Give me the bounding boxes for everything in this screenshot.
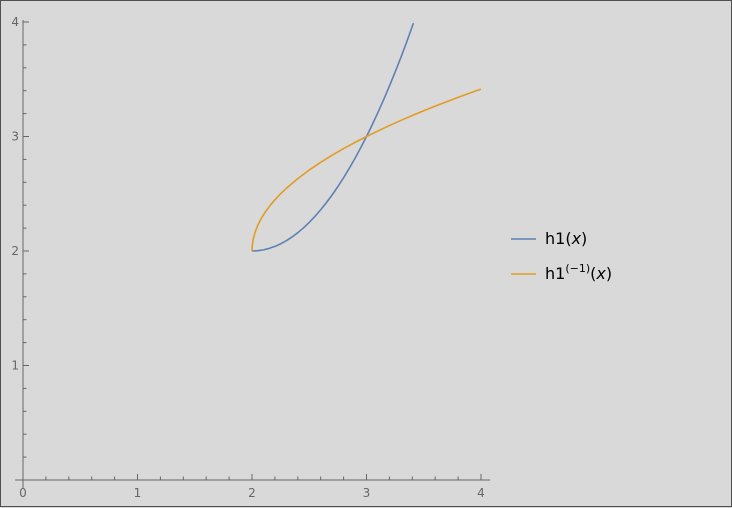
y-tick-label: 1 (11, 359, 19, 373)
plot-area (251, 22, 482, 252)
series-line-1 (251, 22, 415, 252)
series-line-2 (251, 88, 482, 252)
x-tick-label: 1 (134, 486, 142, 500)
x-tick-label: 0 (19, 486, 27, 500)
legend-label-2: h1(−1)(x) (545, 262, 612, 283)
x-tick-label: 2 (248, 486, 256, 500)
axes: 0 1 2 3 4 1 2 3 4 (11, 15, 491, 500)
legend: h1(x) h1(−1)(x) (511, 229, 612, 283)
x-tick-label: 3 (363, 486, 371, 500)
legend-label-1: h1(x) (545, 229, 587, 248)
y-tick-label: 4 (11, 15, 19, 29)
y-tick-label: 2 (11, 244, 19, 258)
y-tick-label: 3 (11, 130, 19, 144)
x-tick-label: 4 (477, 486, 485, 500)
